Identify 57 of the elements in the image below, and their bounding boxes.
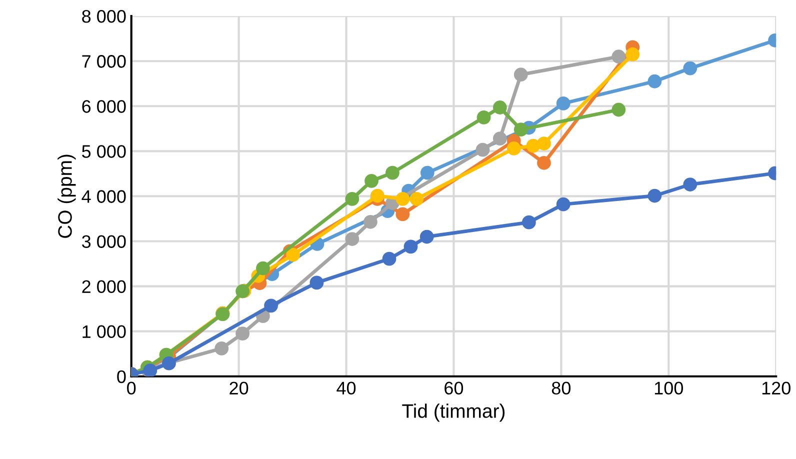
point: [236, 326, 250, 341]
x-tick-label: 80: [552, 382, 571, 395]
y-tick-label: 6 000: [82, 100, 126, 113]
point: [264, 298, 278, 313]
point: [626, 47, 640, 62]
x-tick-label: 120: [762, 382, 790, 395]
point: [310, 276, 324, 290]
point: [286, 248, 300, 262]
point: [612, 50, 626, 64]
point: [514, 122, 528, 137]
y-tick-label: 7 000: [82, 55, 126, 68]
point: [537, 156, 551, 170]
point: [612, 102, 626, 117]
point: [382, 252, 396, 266]
y-tick-label: 8 000: [82, 10, 126, 23]
y-axis-title: CO (ppm): [58, 154, 76, 238]
point: [404, 240, 418, 254]
point: [556, 96, 570, 110]
point: [537, 136, 551, 150]
point: [476, 110, 491, 124]
x-tick-label: 60: [444, 382, 464, 395]
point: [683, 178, 698, 192]
point: [420, 166, 434, 180]
point: [396, 207, 410, 222]
point: [256, 261, 270, 276]
x-tick-label: 40: [336, 382, 356, 395]
x-axis-title: Tid (timmar): [402, 404, 505, 422]
point: [364, 174, 378, 188]
point: [345, 232, 360, 246]
point: [363, 214, 378, 229]
y-tick-label: 2 000: [82, 280, 126, 294]
point: [396, 192, 410, 206]
x-tick-label: 20: [230, 382, 248, 395]
point: [386, 166, 400, 180]
point: [143, 364, 158, 376]
point: [492, 132, 507, 146]
y-tick-label: 4 000: [82, 190, 126, 203]
x-tick-label: 100: [654, 382, 683, 395]
point: [492, 100, 507, 114]
point: [648, 188, 662, 203]
point: [522, 215, 536, 230]
x-tick-label: 0: [127, 382, 136, 395]
point: [476, 142, 490, 157]
point: [648, 74, 662, 88]
point: [683, 61, 698, 76]
point: [556, 197, 570, 212]
y-tick-label: 1 000: [82, 325, 126, 338]
point: [506, 142, 521, 156]
point: [420, 230, 434, 244]
point: [214, 342, 229, 356]
point: [345, 192, 360, 206]
point: [370, 188, 384, 203]
y-tick-label: 0: [117, 370, 126, 384]
point: [410, 192, 424, 206]
y-tick-label: 3 000: [82, 235, 126, 248]
y-tick-label: 5 000: [82, 145, 126, 158]
point: [514, 68, 528, 82]
